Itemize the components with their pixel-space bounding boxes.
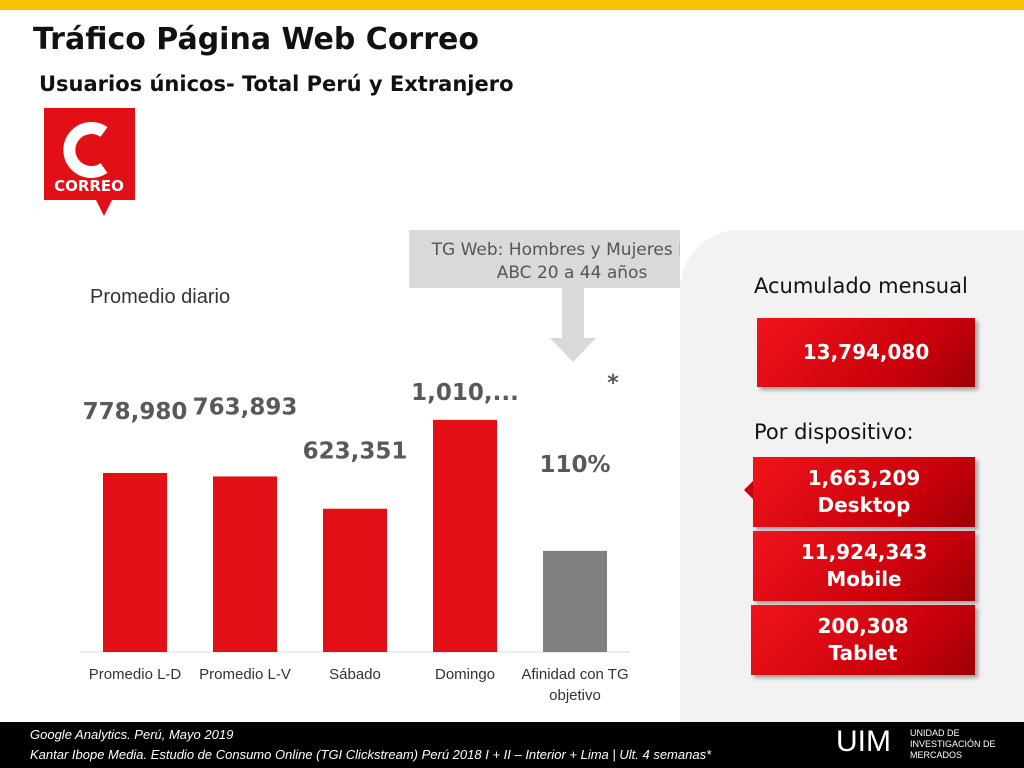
note-line: TG Web: Hombres y Mujeres NSE (431, 240, 680, 260)
x-tick-label: Promedio L-D (88, 666, 182, 683)
slide-subtitle: Usuarios únicos- Total Perú y Extranjero (39, 72, 514, 96)
logo: CORREO (44, 108, 135, 216)
total-value: 13,794,080 (802, 340, 930, 364)
brand-line: UNIDAD DE (910, 728, 960, 738)
brand-line: INVESTIGACIÓN DE (910, 739, 996, 749)
x-tick-label: Afinidad con TG objetivo (521, 666, 629, 704)
value-label: 110% (539, 452, 610, 478)
slide-title: Tráfico Página Web Correo (33, 22, 479, 57)
x-tick-label: Sábado (329, 666, 381, 683)
chart: Promedio diario TG Web: Hombres y Mujere… (80, 230, 680, 653)
value-label: 623,351 (303, 439, 408, 465)
device-name: Mobile (826, 567, 902, 591)
bar (213, 476, 277, 652)
source: Kantar Ibope Media. Estudio de Consumo O… (30, 747, 712, 762)
device-name: Tablet (828, 641, 898, 665)
note-box (409, 230, 680, 288)
device-label: Por dispositivo: (754, 420, 914, 444)
note-line: ABC 20 a 44 años (497, 263, 648, 283)
top-band (0, 0, 1024, 10)
brand-lines: UNIDAD DE INVESTIGACIÓN DE MERCADOS (910, 728, 996, 761)
brand-line: MERCADOS (910, 750, 963, 760)
footer (0, 722, 1024, 768)
logo-text: CORREO (54, 177, 124, 195)
total-label: Acumulado mensual (754, 274, 968, 298)
pointer (744, 480, 754, 500)
device-box: 11,924,343 Mobile (753, 531, 975, 601)
bar (323, 508, 387, 652)
bar (433, 419, 497, 652)
device-box: 200,308 Tablet (751, 605, 975, 675)
device-box: 1,663,209 Desktop (753, 457, 975, 527)
device-value: 1,663,209 (807, 466, 921, 490)
note-mark: * (607, 371, 619, 396)
note-arrow (550, 288, 596, 362)
value-label: 1,010,... (411, 380, 519, 406)
x-tick-label: Domingo (434, 666, 496, 683)
brand: UIM (836, 725, 891, 758)
value-label: 778,980 (83, 399, 188, 425)
source: Google Analytics. Perú, Mayo 2019 (30, 727, 234, 742)
device-name: Desktop (817, 493, 911, 517)
chart-title: Promedio diario (90, 286, 230, 308)
total-box: 13,794,080 (757, 318, 975, 387)
device-value: 200,308 (817, 614, 909, 638)
x-tick-label: Promedio L-V (199, 666, 291, 683)
bar (103, 472, 167, 652)
value-label: 763,893 (193, 394, 298, 420)
bar (543, 550, 607, 652)
device-value: 11,924,343 (800, 540, 928, 564)
